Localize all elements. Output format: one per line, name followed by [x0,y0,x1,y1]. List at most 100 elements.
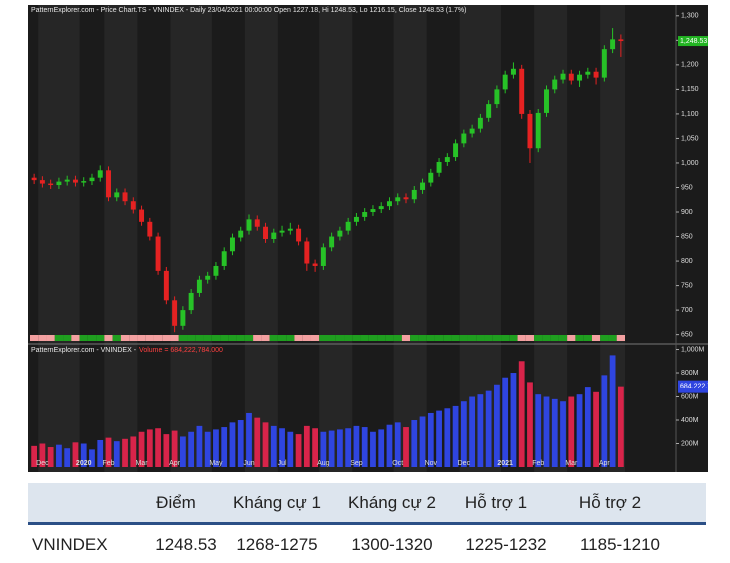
trend-strip [583,335,592,341]
volume-bar [196,425,203,467]
volume-bar [394,422,401,467]
y-tick-label: 950 [681,184,693,191]
trend-strip [203,335,212,341]
candle-body [502,74,508,90]
x-tick-label: Apr [599,460,611,467]
trend-strip [418,335,427,341]
y-tick-label: 1,000 [681,160,699,167]
x-tick-label: Mar [565,460,578,467]
volume-bar [485,390,492,467]
trend-strip [368,335,378,341]
table-cell: 1225-1232 [465,535,547,554]
candle-body [469,128,475,134]
volume-bar [361,427,368,467]
candle-body [544,89,549,113]
trend-strip [129,335,138,341]
trend-strip [79,335,88,341]
volume-bar [72,442,79,467]
trend-strip [253,335,262,341]
candle-body [568,73,574,81]
volume-bar [535,394,542,467]
trend-strip [550,335,559,341]
trend-strip [153,335,163,341]
trend-strip [476,335,485,341]
candle-body [172,300,178,326]
volume-bar [460,401,467,467]
trend-strip [608,335,617,341]
trend-strip [501,335,510,341]
trend-strip [195,335,204,341]
x-tick-label: Jul [278,460,287,467]
volume-bar [130,436,137,467]
y-tick-label: 1,200 [681,62,699,69]
y-tick-label: 400M [681,417,699,424]
volume-bar [113,441,120,467]
candle-body [535,112,541,149]
table-header-cell: Kháng cự 2 [348,493,436,512]
candle-body [254,219,260,227]
candle-body [196,279,202,293]
trend-strip [38,335,47,341]
y-tick-label: 800 [681,258,693,265]
volume-bar [551,398,558,467]
volume-bar [353,425,360,467]
x-tick-label: Dec [458,460,471,467]
trend-strip [434,335,444,341]
trend-strip [220,335,229,341]
volume-bar [105,437,112,467]
month-band [170,5,212,472]
x-tick-label: Feb [532,460,544,467]
volume-bar [427,412,434,467]
table-header-cell: Hỗ trợ 1 [464,493,528,512]
x-tick-label: Aug [317,460,330,467]
trend-strip [567,335,576,341]
volume-bar [221,427,228,467]
trend-strip [393,335,402,341]
month-band [319,5,353,472]
table-cell: VNINDEX [32,535,108,554]
volume-bar [452,405,459,467]
volume-bar [403,427,409,467]
table-rule [28,522,706,525]
candle-body [246,219,252,231]
last-volume-box [678,380,708,393]
volume-bar [254,417,261,467]
x-tick-label: Nov [425,460,438,467]
candle-body [560,73,566,80]
candle-body [403,197,409,200]
candle-body [428,172,434,183]
x-tick-label: May [209,460,223,467]
candle-body [72,179,78,183]
trend-strip [591,335,601,341]
candle-body [304,241,310,264]
volume-bar [138,431,145,467]
trend-strip [104,335,113,341]
trend-strip [451,335,460,341]
trend-strip [286,335,295,341]
volume-bar [295,434,302,467]
candle-body [271,232,277,239]
trend-strip [517,335,526,341]
trend-strip [310,335,320,341]
x-tick-label: Sep [350,460,363,467]
volume-bar [601,375,608,467]
volume-bar [370,431,376,467]
trend-strip [170,335,179,341]
volume-bar [543,396,550,467]
volume-bar [609,355,616,467]
candle-body [395,197,401,202]
trend-strip [558,335,568,341]
volume-bar [518,361,525,467]
volume-bar [270,425,277,467]
volume-bar [494,384,500,467]
candle-body [444,157,450,162]
trend-strip [352,335,361,341]
table-cell: 1300-1320 [351,535,433,554]
y-tick-label: 850 [681,233,693,240]
candle-body [163,270,169,301]
volume-bar [502,377,509,467]
candle-body [519,68,525,114]
y-tick-label: 1,050 [681,135,699,142]
candle-body [320,247,326,266]
y-tick-label: 900 [681,209,693,216]
